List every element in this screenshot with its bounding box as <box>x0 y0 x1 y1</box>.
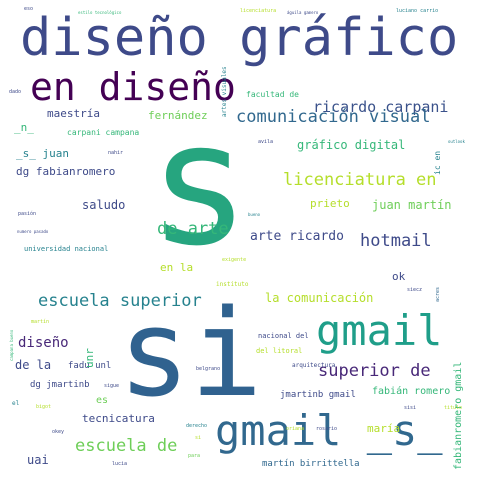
word-del-litoral: del litoral <box>256 347 303 355</box>
word-belgrano: belgrano <box>196 366 221 372</box>
word-fadu-unl: fadu unl <box>68 361 112 371</box>
word-si-small: si <box>195 435 202 441</box>
word-licenciatura: licenciatura <box>240 8 277 14</box>
word-dg-jmartinb: dg jmartinb <box>30 380 90 390</box>
word-universidad-nacional: universidad nacional <box>24 245 109 253</box>
word-fabianromero-gmail: fabianromero gmail <box>453 361 464 470</box>
word-estilo-tecnologico: estilo tecnológico <box>78 10 122 15</box>
word-grafico-digital: gráfico digital <box>297 138 406 152</box>
word-siecz: siecz <box>407 287 423 293</box>
word-nahir: nahir <box>108 150 124 156</box>
word-maestria: maestría <box>47 107 100 120</box>
word-arte-ricardo: arte ricardo <box>250 229 344 244</box>
word-si: si <box>118 285 263 424</box>
word-para: para <box>188 453 201 459</box>
word-uai: uai <box>27 453 49 467</box>
word-exigente: exigente <box>222 257 247 263</box>
word-es: es <box>96 395 109 406</box>
word-escuela-de: escuela de <box>75 436 178 456</box>
word-numero-pasado: numero pasado <box>17 229 49 234</box>
word-el: el <box>12 400 20 407</box>
word-eso: eso <box>24 6 34 12</box>
word-martin-birrittella: martín birrittella <box>262 459 360 469</box>
word-dado: dado <box>9 89 22 95</box>
word-n: _n_ <box>14 121 34 134</box>
word-instituto: instituto <box>216 281 249 288</box>
word-okey: okey <box>52 429 65 435</box>
word-acres: acres <box>435 286 441 302</box>
word-outlook: outlook <box>448 139 465 144</box>
word-ok: ok <box>392 270 406 283</box>
word-la-comunicacion: la comunicación <box>265 291 374 305</box>
word-juan-martin: juan martín <box>372 198 452 212</box>
word-arquitectura: arquitectura <box>292 362 336 369</box>
word-s: s <box>148 86 251 284</box>
word-fabian-romero: fabián romero <box>372 386 451 397</box>
word-jmartinb-gmail: jmartinb gmail <box>280 390 356 400</box>
word-sisi: sisi <box>404 405 417 411</box>
word-escuela-superior: escuela superior <box>38 291 202 311</box>
word-unr: unr <box>83 348 96 368</box>
word-sigue: sigue <box>104 383 120 389</box>
word-ic-en: ic en <box>433 150 442 175</box>
word-pasion: pasión <box>18 211 37 217</box>
word-titulo: titulo <box>444 405 463 411</box>
word-avila: avila <box>258 139 274 145</box>
word-saludo: saludo <box>82 198 126 212</box>
word-nacional-del: nacional del <box>258 332 309 340</box>
word-diseno: diseño <box>18 335 69 351</box>
word-facultad-de: facultad de <box>246 90 299 99</box>
word-comunicacion-visual: comunicación visual <box>236 107 431 127</box>
word-en-diseno: en diseño <box>30 65 236 109</box>
word-diseno-grafico: diseño gráfico <box>20 8 459 68</box>
word-aguila-gamero: águila gamero <box>287 10 319 15</box>
word-bueno: bueno <box>248 212 261 217</box>
word-s-juan: _s_ juan <box>16 147 69 160</box>
word-de-arte: de arte <box>157 219 229 239</box>
word-rosario: rosario <box>316 426 338 432</box>
word-dg-fabianromero: dg fabianromero <box>16 165 116 178</box>
word-en-la: en la <box>160 261 194 274</box>
word-gmail: gmail <box>316 306 443 355</box>
word-fernandez: fernández <box>148 109 208 122</box>
word-luciano-carrio: luciano carrio <box>396 8 439 14</box>
word-tecnicatura: tecnicatura <box>82 412 155 425</box>
word-maria: maría <box>367 422 401 435</box>
word-oriana: oriana <box>286 426 305 432</box>
word-licenciatura-en: licenciatura en <box>283 170 437 190</box>
word-ricardo-carpani: ricardo carpani <box>313 98 449 116</box>
word-prieto: prieto <box>310 197 350 210</box>
word-superior-de: superior de <box>318 361 431 381</box>
word-derecho: derecho <box>186 423 208 429</box>
word-campana-bueno: campana bueno <box>9 329 14 361</box>
word-martin: martín <box>31 319 50 325</box>
word-gmail-s: gmail _s_ <box>215 406 443 455</box>
word-carpani-campana: carpani campana <box>67 128 140 137</box>
word-de-la: de la <box>15 358 52 372</box>
word-hotmail: hotmail <box>360 231 432 251</box>
word-lucia: lucia <box>112 461 128 467</box>
word-bigot: bigot <box>36 404 52 410</box>
word-artes-visuales: artes visuales <box>221 66 228 117</box>
